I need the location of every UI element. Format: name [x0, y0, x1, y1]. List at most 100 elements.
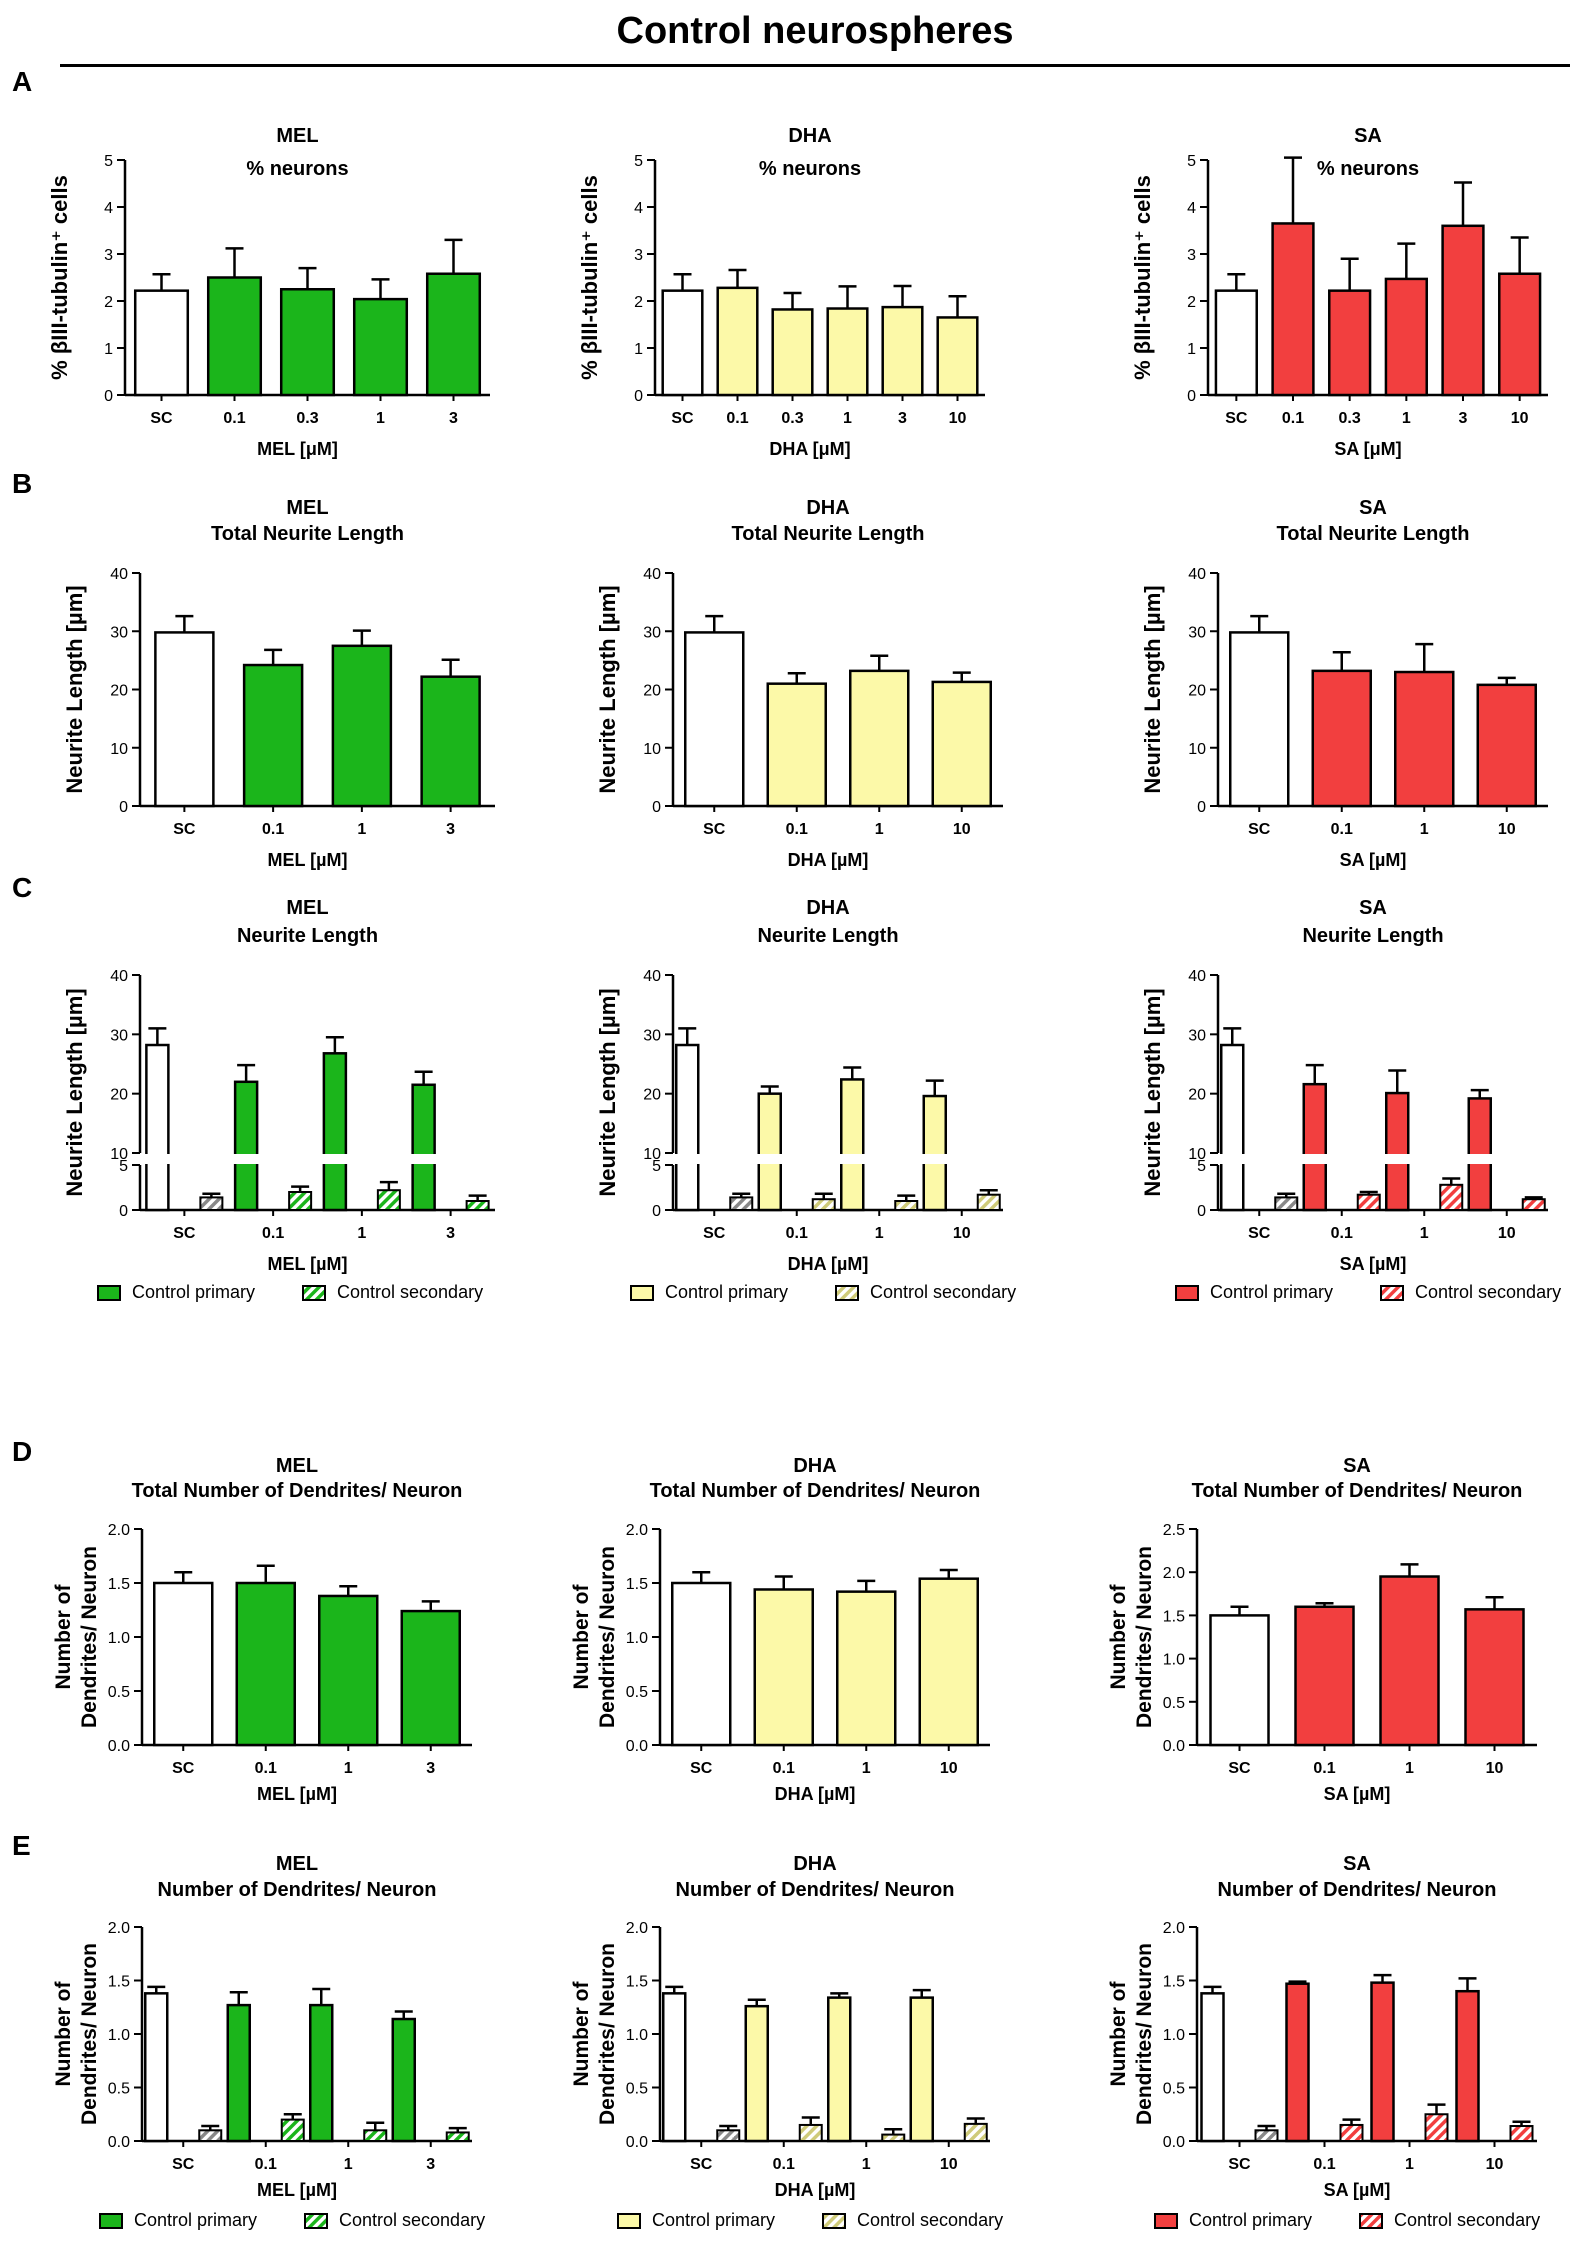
c-dha-bar-secondary-0.1	[811, 1198, 836, 1211]
b-mel-y-tick-label: 20	[110, 683, 128, 700]
a-sa-bar-10	[1498, 272, 1542, 397]
d-sa-y-tick-label: 2.5	[1163, 1522, 1185, 1539]
c-mel-y-tick-label: 5	[119, 1158, 128, 1175]
d-mel-y-tick-label: 2.0	[108, 1522, 130, 1539]
d-dha-bar-SC	[671, 1581, 732, 1747]
e-mel-y-tick-label: 0.0	[108, 2134, 130, 2151]
panel-letter-d: D	[12, 1436, 33, 1467]
d-dha-bar-0.1	[753, 1588, 814, 1747]
e-sa-y-tick-label: 1.0	[1163, 2027, 1185, 2044]
c-sa-bar-secondary-SC	[1274, 1196, 1299, 1212]
d-sa-x-label: SA [µM]	[1324, 1784, 1391, 1804]
a-mel-y-tick-label: 1	[104, 341, 113, 358]
c-dha-legend-secondary: Control secondary	[870, 1282, 1016, 1302]
c-dha-bar-secondary-10	[976, 1193, 1001, 1211]
a-dha-y-tick-label: 1	[634, 341, 643, 358]
e-sa-bar-primary-0.1	[1285, 1982, 1310, 2143]
d-sa-y-label-line2: Dendrites/ Neuron	[1133, 1546, 1156, 1728]
b-mel-bar-3	[420, 675, 481, 808]
d-mel-y-tick-label: 1.0	[108, 1630, 130, 1647]
c-mel-axis-break-gap	[410, 1154, 437, 1164]
a-dha-x-tick-label: 3	[898, 410, 907, 427]
a-mel-y-label: % βIII-tubulin⁺ cells	[47, 175, 72, 380]
c-mel-x-tick-label: 0.1	[262, 1225, 284, 1242]
c-sa-y-tick-label: 0	[1197, 1203, 1206, 1220]
d-sa-title-line2: Total Number of Dendrites/ Neuron	[1192, 1480, 1523, 1502]
b-sa-y-tick-label: 10	[1188, 741, 1206, 758]
d-sa-bar-0.1	[1294, 1605, 1355, 1747]
a-mel-x-tick-label: SC	[150, 410, 173, 427]
c-mel-bar-primary-SC	[145, 1043, 170, 1212]
d-mel-y-tick-label: 0.5	[108, 1684, 130, 1701]
e-mel-bar-primary-0.1	[226, 2003, 251, 2143]
a-dha-x-tick-label: 0.1	[726, 410, 748, 427]
a-sa-title-line1: SA	[1354, 125, 1382, 147]
e-sa-y-tick-label: 0.5	[1163, 2081, 1185, 2098]
c-sa-axis-break-gap	[1384, 1154, 1411, 1164]
d-dha-bar-1	[836, 1590, 897, 1747]
c-mel-legend-primary: Control primary	[132, 1282, 255, 1302]
b-sa-bar-SC	[1229, 631, 1290, 808]
b-mel-title-line2: Total Neurite Length	[211, 523, 404, 545]
a-sa-y-tick-label: 0	[1187, 388, 1196, 405]
a-dha-y-label: % βIII-tubulin⁺ cells	[577, 175, 602, 380]
c-sa-bar-secondary-1	[1439, 1183, 1464, 1212]
a-sa-y-tick-label: 4	[1187, 200, 1196, 217]
d-sa-y-tick-label: 0.5	[1163, 1695, 1185, 1712]
b-mel-x-tick-label: 3	[446, 821, 455, 838]
c-dha-bar-secondary-SC	[729, 1196, 754, 1212]
a-mel-y-tick-label: 5	[104, 153, 113, 170]
a-dha-title-line1: DHA	[788, 125, 831, 147]
e-sa-legend-secondary: Control secondary	[1394, 2210, 1540, 2230]
panel-letter-e: E	[12, 1830, 31, 1861]
c-dha-x-tick-label: 10	[953, 1225, 971, 1242]
b-dha-y-tick-label: 20	[643, 683, 661, 700]
b-sa-y-tick-label: 30	[1188, 624, 1206, 641]
b-dha-bar-1	[849, 669, 910, 808]
b-dha-y-tick-label: 30	[643, 624, 661, 641]
a-sa-bar-SC	[1214, 289, 1258, 397]
c-mel-x-tick-label: SC	[173, 1225, 196, 1242]
d-mel-x-tick-label: 1	[344, 1760, 353, 1777]
b-sa-title-line1: SA	[1359, 497, 1387, 519]
a-dha-x-label: DHA [μM]	[769, 439, 850, 459]
b-sa-y-tick-label: 0	[1197, 799, 1206, 816]
a-dha-title-line2: % neurons	[759, 158, 861, 180]
a-sa-x-tick-label: 1	[1402, 410, 1411, 427]
a-mel-x-tick-label: 3	[449, 410, 458, 427]
d-dha-y-tick-label: 1.0	[626, 1630, 648, 1647]
b-mel-x-label: MEL [µM]	[267, 850, 347, 870]
b-sa-x-label: SA [µM]	[1340, 850, 1407, 870]
c-dha-y-tick-label: 10	[643, 1146, 661, 1163]
e-dha-bar-secondary-1	[881, 2133, 906, 2143]
a-sa-x-tick-label: 0.3	[1339, 410, 1361, 427]
d-mel-y-label-line2: Dendrites/ Neuron	[78, 1546, 101, 1728]
e-dha-bar-primary-0.1	[744, 2004, 769, 2143]
e-mel-y-tick-label: 1.5	[108, 1974, 130, 1991]
c-dha-legend-swatch-primary	[630, 1285, 654, 1301]
e-mel-bar-secondary-SC	[198, 2129, 223, 2143]
panel-letter-a: A	[12, 66, 33, 97]
c-dha-x-tick-label: 1	[875, 1225, 884, 1242]
c-dha-bar-primary-0.1	[757, 1092, 782, 1212]
e-mel-x-tick-label: SC	[172, 2156, 195, 2173]
c-dha-title-line1: DHA	[806, 897, 849, 919]
a-sa-bar-0.3	[1328, 289, 1372, 397]
d-mel-x-tick-label: SC	[172, 1760, 195, 1777]
d-sa-y-tick-label: 1.5	[1163, 1608, 1185, 1625]
a-dha-x-tick-label: 10	[949, 410, 967, 427]
e-dha-x-tick-label: SC	[690, 2156, 713, 2173]
c-mel-axis-break-gap	[144, 1154, 171, 1164]
c-sa-bar-secondary-0.1	[1356, 1193, 1381, 1211]
panel-letter-b: B	[12, 468, 33, 499]
c-mel-legend-swatch-secondary	[302, 1285, 326, 1301]
e-mel-bar-primary-SC	[144, 1992, 169, 2143]
c-sa-y-tick-label: 5	[1197, 1158, 1206, 1175]
e-dha-legend-primary: Control primary	[652, 2210, 775, 2230]
d-sa-x-tick-label: SC	[1228, 1760, 1251, 1777]
b-mel-y-label: Neurite Length [µm]	[62, 585, 87, 793]
b-sa-y-tick-label: 40	[1188, 566, 1206, 583]
b-sa-x-tick-label: 10	[1498, 821, 1516, 838]
c-mel-x-tick-label: 3	[446, 1225, 455, 1242]
c-dha-bar-primary-SC	[675, 1043, 700, 1212]
